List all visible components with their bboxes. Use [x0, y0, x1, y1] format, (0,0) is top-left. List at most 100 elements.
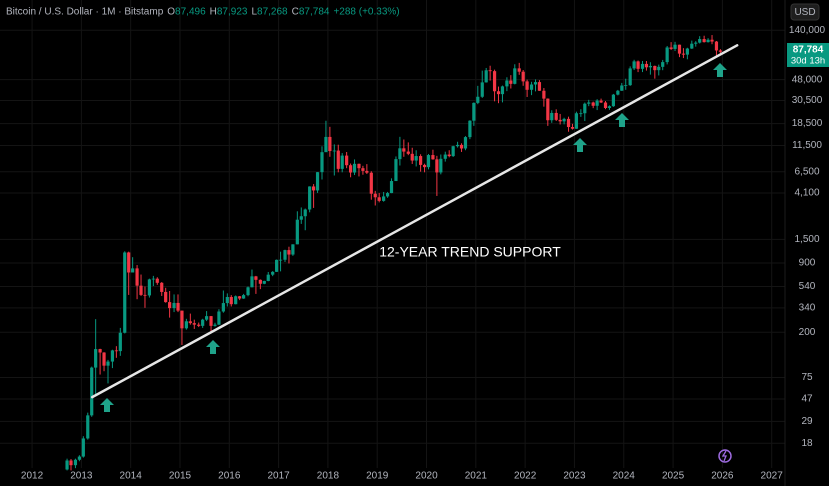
candle-body: [533, 82, 538, 85]
candle-body: [529, 84, 534, 90]
x-tick-label: 2017: [267, 471, 290, 482]
candle-body: [714, 41, 719, 51]
candle-body: [77, 456, 81, 460]
candle-body: [127, 252, 131, 273]
candle-body: [389, 181, 394, 194]
candle-body: [653, 65, 657, 71]
candle-body: [583, 103, 587, 114]
currency-label: USD: [794, 7, 815, 18]
ohlc-key: L: [251, 7, 257, 18]
candle-body: [480, 82, 484, 97]
candle-body: [352, 163, 357, 173]
candle-body: [521, 71, 525, 82]
candle-body: [160, 282, 164, 292]
candle-body: [435, 159, 439, 173]
candle-body: [447, 154, 451, 157]
candle-body: [238, 296, 242, 299]
candle-body: [648, 65, 652, 68]
support-arrows: [100, 63, 727, 412]
trend-line: [90, 44, 739, 399]
event-icon[interactable]: [718, 449, 732, 463]
candle-body: [221, 303, 225, 312]
candle-body: [550, 112, 554, 121]
candle-body: [324, 136, 328, 153]
price-label-box: [787, 43, 829, 67]
candle-body: [611, 94, 616, 107]
ohlc-key: C: [292, 7, 299, 18]
ohlc-key: H: [210, 7, 217, 18]
candle-body: [287, 250, 291, 255]
candle-body: [94, 349, 98, 368]
candle-body: [340, 155, 344, 169]
candle-body: [624, 85, 628, 86]
candle-body: [537, 82, 542, 91]
candle-body: [554, 112, 558, 120]
arrow: [573, 138, 587, 152]
price-label: 87,784: [793, 45, 824, 56]
candle-body: [250, 276, 254, 288]
candle-body: [118, 332, 122, 352]
candle-body: [168, 302, 172, 309]
candle-body: [472, 102, 476, 121]
candle-body: [176, 302, 180, 311]
candle-body: [484, 70, 488, 83]
arrow: [713, 63, 727, 77]
candle-body: [698, 39, 702, 43]
candle-body: [525, 81, 529, 90]
candle-body: [205, 316, 209, 320]
candle-body: [406, 151, 410, 154]
candle-body: [123, 252, 127, 333]
candle-body: [694, 42, 698, 44]
x-tick-label: 2015: [169, 471, 192, 482]
currency-button[interactable]: [790, 3, 820, 21]
candle-body: [468, 120, 472, 138]
candle-body: [431, 155, 435, 160]
candle-body: [382, 196, 386, 201]
x-tick-label: 2026: [711, 471, 734, 482]
candle-body: [147, 279, 152, 296]
y-tick-label: 140,000: [789, 25, 826, 36]
candle-body: [517, 68, 521, 72]
candle-body: [710, 39, 714, 42]
candle-body: [143, 294, 147, 296]
candle-body: [669, 47, 673, 49]
x-tick-label: 2016: [218, 471, 241, 482]
candle-body: [505, 80, 509, 87]
candle-body: [500, 86, 505, 95]
candle-body: [254, 276, 258, 280]
x-tick-label: 2012: [21, 471, 44, 482]
countdown: 30d 13h: [791, 56, 825, 67]
candle-body: [459, 144, 464, 149]
candle-body: [295, 219, 299, 245]
candle-body: [86, 415, 90, 439]
candle-body: [377, 197, 381, 201]
candle-body: [373, 193, 377, 198]
candle-body: [657, 66, 661, 71]
candle-body: [332, 150, 336, 152]
candle-body: [620, 85, 624, 91]
y-axis: 140,000 48,000 30,500 18,500 11,500 6,500 4,10…: [789, 25, 826, 449]
candle-body: [718, 50, 723, 52]
candle-body: [566, 118, 571, 128]
candle-body: [603, 102, 608, 109]
x-tick-label: 2020: [415, 471, 438, 482]
candle-body: [192, 323, 196, 325]
candle-body: [640, 63, 645, 69]
ohlc-value: 87,923: [217, 7, 248, 18]
candle-body: [291, 244, 295, 255]
candle-body: [632, 61, 636, 69]
y-tick-label: 200: [799, 327, 816, 338]
candle-body: [574, 113, 579, 129]
candle-body: [106, 361, 110, 366]
candle-body: [451, 146, 455, 157]
candle-body: [188, 321, 192, 324]
candle-body: [184, 321, 188, 329]
candle-body: [455, 144, 460, 147]
candle-body: [312, 186, 316, 191]
candle-body: [180, 310, 184, 329]
candle-body: [164, 291, 168, 303]
candle-body: [546, 98, 550, 121]
